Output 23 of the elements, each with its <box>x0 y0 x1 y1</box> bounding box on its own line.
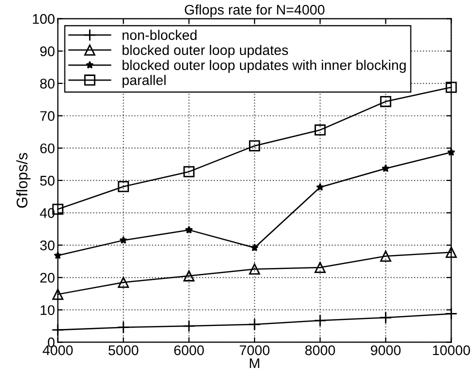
x-tick-label: 10000 <box>433 345 470 356</box>
legend-label: blocked outer loop updates with inner blocking <box>122 60 406 73</box>
chart-title: Gflops rate for N=4000 <box>184 4 324 18</box>
x-tick-label: 5000 <box>108 345 138 356</box>
y-tick-label: 10 <box>40 305 55 316</box>
x-axis-title: M <box>250 358 260 368</box>
y-tick-label: 50 <box>40 176 55 186</box>
y-tick-label: 20 <box>40 272 55 283</box>
legend-label: non-blocked <box>122 30 196 40</box>
y-tick-label: 100 <box>32 14 55 24</box>
x-tick-label: 4000 <box>42 345 73 356</box>
legend-label: blocked outer loop updates <box>122 44 288 58</box>
x-tick-label: 8000 <box>305 345 336 356</box>
y-axis-title: Gflops/s <box>16 152 30 208</box>
x-tick-label: 9000 <box>370 345 401 356</box>
x-tick-label: 7000 <box>240 345 270 356</box>
legend-label: parallel <box>122 74 166 88</box>
y-tick-label: 80 <box>40 78 55 89</box>
y-tick-label: 70 <box>40 111 55 121</box>
y-tick-label: 90 <box>40 46 55 56</box>
y-tick-label: 60 <box>40 143 55 154</box>
x-tick-label: 6000 <box>174 345 204 356</box>
y-tick-label: 30 <box>40 240 55 250</box>
